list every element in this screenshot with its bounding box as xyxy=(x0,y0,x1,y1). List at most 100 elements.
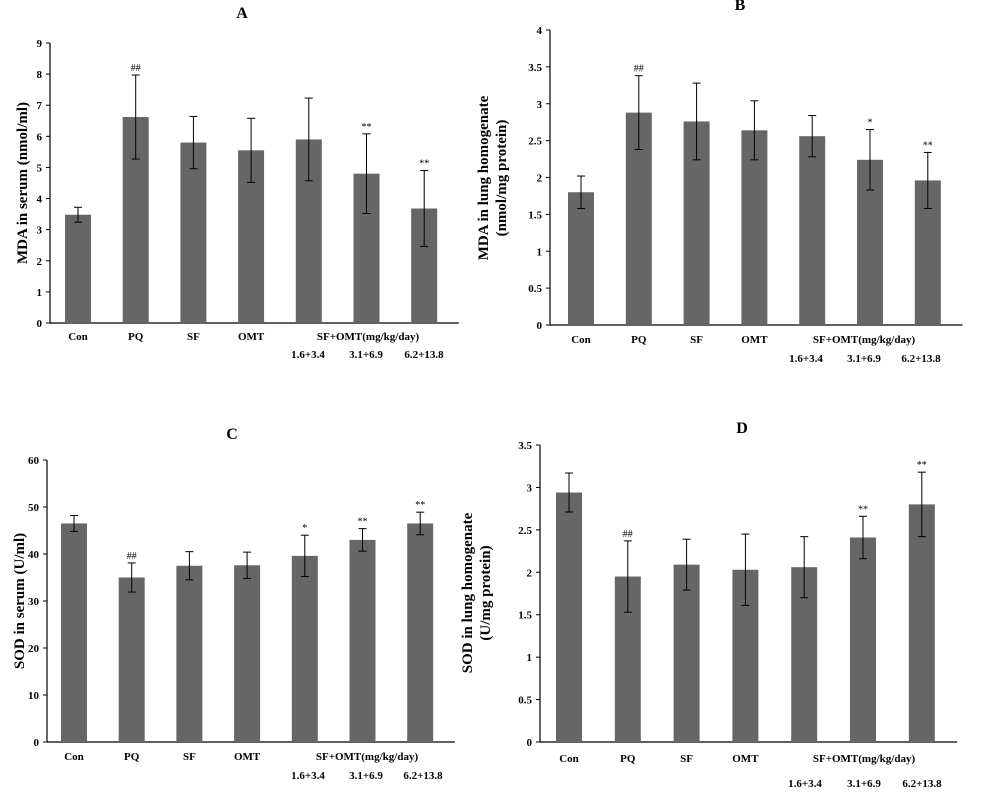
y-axis-label: SOD in serum (U/ml) xyxy=(12,533,28,669)
x-dose-label: 6.2+13.8 xyxy=(404,349,444,361)
y-tick-label: 1 xyxy=(537,246,543,258)
y-tick-label: 2 xyxy=(537,173,543,185)
x-dose-label: 6.2+13.8 xyxy=(403,770,443,782)
x-dose-label: 1.6+3.4 xyxy=(789,353,823,365)
x-category-label: PQ xyxy=(128,331,144,343)
panel-title: B xyxy=(735,0,746,14)
y-tick-label: 4 xyxy=(37,194,43,206)
y-tick-label: 3.5 xyxy=(518,440,532,452)
significance-marker: ** xyxy=(858,504,868,515)
significance-marker: ** xyxy=(415,500,425,511)
x-category-label: Con xyxy=(68,331,88,343)
y-tick-label: 0 xyxy=(527,737,533,749)
x-dose-label: 1.6+3.4 xyxy=(788,778,822,790)
significance-marker: ** xyxy=(419,159,429,170)
x-dose-label: 3.1+6.9 xyxy=(349,349,383,361)
bar xyxy=(741,130,768,325)
y-axis-label: MDA in lung homogenate (nmol/mg protein) xyxy=(476,95,510,260)
bar xyxy=(349,539,376,742)
y-tick-label: 60 xyxy=(28,455,40,467)
significance-marker: ** xyxy=(358,517,368,528)
y-tick-label: 3.5 xyxy=(528,62,542,74)
significance-marker: ** xyxy=(923,140,933,151)
x-dose-label: 1.6+3.4 xyxy=(291,770,325,782)
significance-marker: ** xyxy=(917,460,927,471)
significance-marker: ## xyxy=(127,551,137,562)
panel-title: A xyxy=(236,5,248,22)
x-dose-label: 6.2+13.8 xyxy=(901,353,941,365)
significance-marker: * xyxy=(868,118,873,129)
x-category-label: OMT xyxy=(234,751,261,763)
chart-panel-d: D 0 0.5 1 1.5 2 2.5 3 3.5 SOD in lung homogenate(… xyxy=(460,420,958,790)
y-tick-label: 2 xyxy=(527,567,533,579)
bar xyxy=(556,492,582,742)
chart-panel-b: B 0 0.5 1 1.5 2 2.5 3 3.5 4 MDA in lung homogenate… xyxy=(476,0,963,365)
y-axis-label-line: SOD in lung homogenate xyxy=(460,512,476,673)
x-group-label: SF+OMT(mg/kg/day) xyxy=(317,331,420,343)
bar xyxy=(180,142,207,323)
significance-marker: ## xyxy=(131,63,141,74)
y-axis-label-line: (nmol/mg protein) xyxy=(494,120,510,237)
y-tick-label: 1.5 xyxy=(518,610,532,622)
significance-marker: * xyxy=(302,523,307,534)
x-category-label: SF xyxy=(183,751,196,763)
bar xyxy=(65,214,91,323)
y-tick-label: 6 xyxy=(37,131,43,143)
bar xyxy=(568,192,594,325)
y-tick-label: 1 xyxy=(37,287,43,299)
y-tick-label: 1 xyxy=(527,652,533,664)
y-tick-label: 3 xyxy=(537,99,543,111)
y-tick-label: 8 xyxy=(37,69,43,81)
x-dose-label: 3.1+6.9 xyxy=(349,770,383,782)
bar xyxy=(673,564,700,742)
y-tick-label: 5 xyxy=(37,162,43,174)
bar xyxy=(234,565,261,742)
y-tick-label: 2.5 xyxy=(518,525,532,537)
x-dose-label: 3.1+6.9 xyxy=(847,778,881,790)
y-tick-label: 1.5 xyxy=(528,209,542,221)
y-tick-label: 4 xyxy=(537,25,543,37)
bar xyxy=(908,504,935,742)
y-tick-label: 40 xyxy=(28,549,40,561)
x-category-label: SF xyxy=(187,331,200,343)
chart-panel-a: A 0 1 2 3 4 5 6 7 8 9 MDA in serum (nmol/ml) Con ## PQ… xyxy=(15,5,459,361)
y-tick-label: 0 xyxy=(34,737,40,749)
x-group-label: SF+OMT(mg/kg/day) xyxy=(813,753,916,765)
y-axis-label: SOD in lung homogenate (U/mg protein) xyxy=(460,512,494,673)
x-category-label: SF xyxy=(680,753,693,765)
y-tick-label: 30 xyxy=(28,596,40,608)
bar xyxy=(850,537,876,742)
y-tick-label: 0 xyxy=(537,320,543,332)
x-category-label: Con xyxy=(571,334,591,346)
y-tick-label: 3 xyxy=(37,225,43,237)
significance-marker: ## xyxy=(623,529,633,540)
x-category-label: SF xyxy=(690,334,703,346)
y-tick-label: 0.5 xyxy=(518,695,532,707)
x-category-label: PQ xyxy=(124,751,140,763)
y-axis-label-line: (U/mg protein) xyxy=(478,545,494,640)
significance-marker: ** xyxy=(362,122,372,133)
x-dose-label: 6.2+13.8 xyxy=(902,778,942,790)
bar xyxy=(61,523,87,742)
y-tick-label: 2.5 xyxy=(528,136,542,148)
y-tick-label: 7 xyxy=(37,100,43,112)
significance-marker: ## xyxy=(634,64,644,75)
y-axis-label: MDA in serum (nmol/ml) xyxy=(15,102,31,264)
x-category-label: OMT xyxy=(732,753,759,765)
x-category-label: OMT xyxy=(741,334,768,346)
y-tick-label: 20 xyxy=(28,643,40,655)
panel-title: C xyxy=(226,426,238,443)
x-category-label: PQ xyxy=(631,334,647,346)
x-dose-label: 1.6+3.4 xyxy=(291,349,325,361)
x-group-label: SF+OMT(mg/kg/day) xyxy=(316,751,419,763)
x-category-label: Con xyxy=(64,751,84,763)
bar xyxy=(118,577,145,742)
bar xyxy=(799,136,826,325)
y-axis-label-line: MDA in lung homogenate xyxy=(476,95,492,260)
x-category-label: Con xyxy=(559,753,579,765)
bar xyxy=(291,555,318,742)
y-tick-label: 2 xyxy=(37,256,43,268)
y-axis-label-line: MDA in serum (nmol/ml) xyxy=(15,102,31,264)
x-category-label: PQ xyxy=(620,753,636,765)
bar xyxy=(407,523,434,742)
